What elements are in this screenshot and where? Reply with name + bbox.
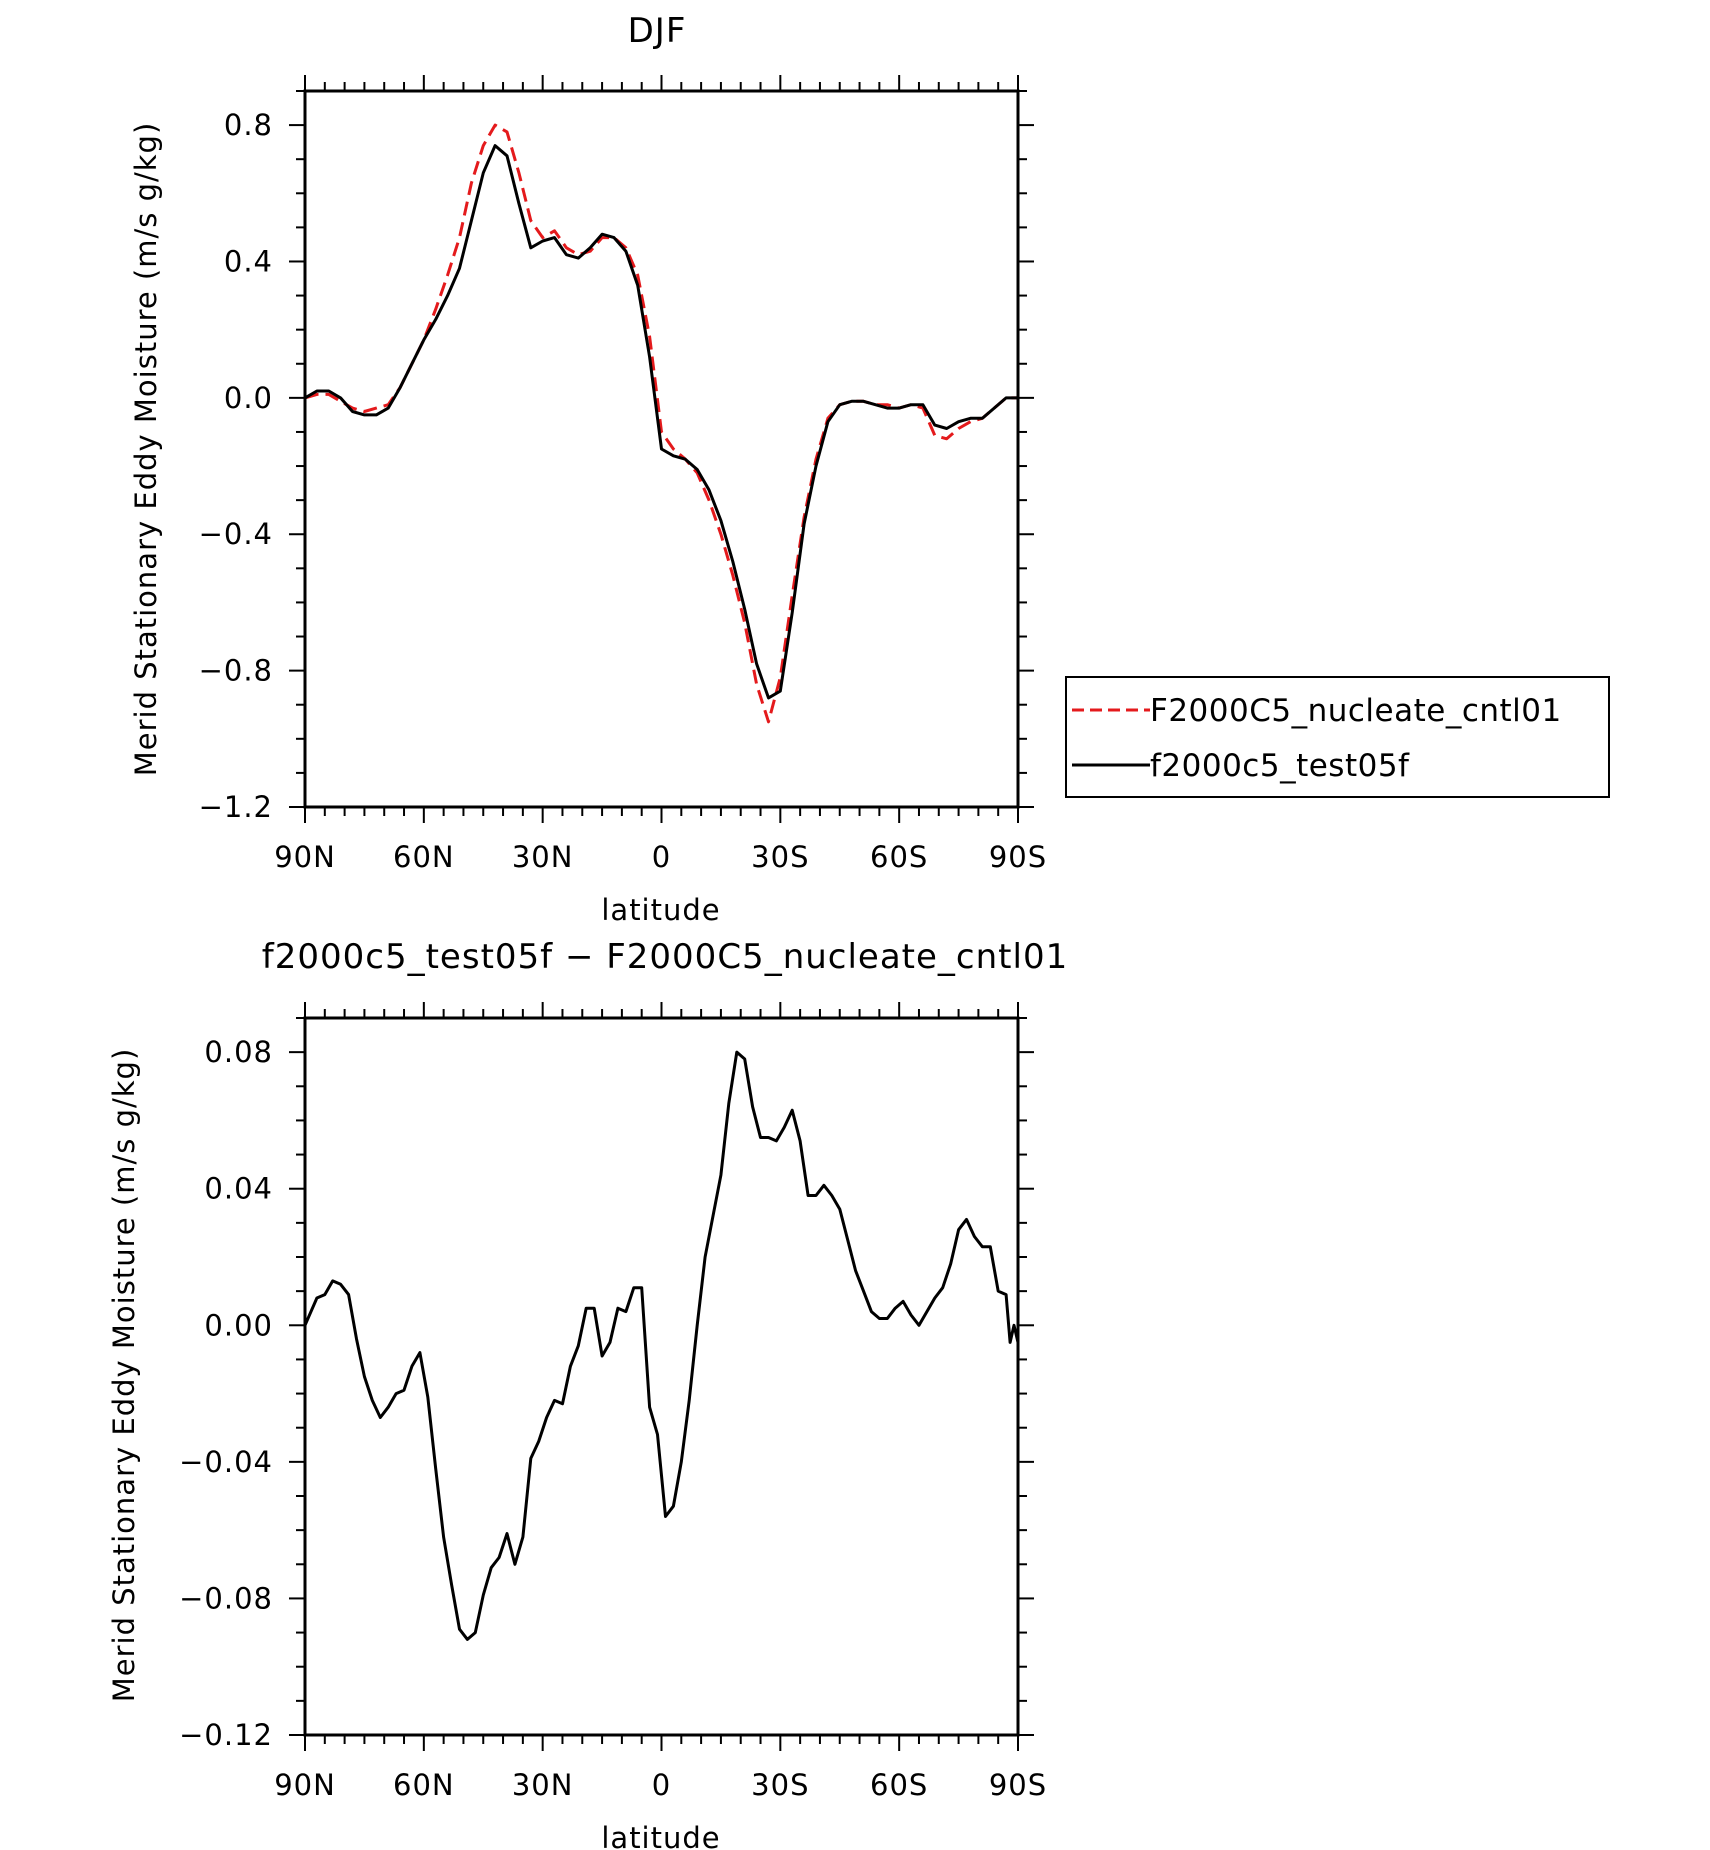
- y-tick-label: −1.2: [199, 790, 273, 824]
- x-tick-label: 30S: [751, 840, 809, 874]
- y-tick-label: 0.04: [204, 1172, 273, 1206]
- y-tick-label: −0.08: [179, 1581, 273, 1615]
- x-tick-label: 30N: [512, 1768, 574, 1802]
- chart-title: DJF: [628, 11, 687, 51]
- y-tick-label: 0.00: [204, 1308, 273, 1342]
- y-tick-label: −0.8: [199, 654, 273, 688]
- x-axis-label: latitude: [601, 893, 720, 927]
- plot-frame: [303, 89, 1020, 809]
- legend-label-test05f: f2000c5_test05f: [1150, 748, 1410, 784]
- chart-difference: f2000c5_test05f − F2000C5_nucleate_cntl0…: [107, 937, 1068, 1850]
- x-axis-label: latitude: [601, 1821, 720, 1850]
- y-tick-label: 0.08: [204, 1035, 273, 1069]
- x-tick-label: 90S: [989, 840, 1047, 874]
- x-tick-label: 90N: [274, 1768, 336, 1802]
- series-line-f2000c5_test05f: [304, 144, 1018, 700]
- series-line-f2000c5_nucleate_cntl01: [304, 123, 1018, 724]
- y-axis-label: Merid Stationary Eddy Moisture (m/s g/kg…: [129, 122, 163, 777]
- y-tick-label: −0.04: [179, 1445, 273, 1479]
- x-tick-label: 90S: [989, 1768, 1047, 1802]
- legend-label-cntl01: F2000C5_nucleate_cntl01: [1150, 693, 1562, 729]
- y-axis-label: Merid Stationary Eddy Moisture (m/s g/kg…: [107, 1048, 141, 1703]
- x-tick-label: 60N: [393, 1768, 455, 1802]
- x-tick-label: 60S: [870, 1768, 928, 1802]
- chart-djf: DJF 90N 60N 30N 0 30S 60S 90S 0.8 0.4 0.0 −0.4 −0.8…: [129, 11, 1610, 927]
- x-tick-label: 60N: [393, 840, 455, 874]
- x-tick-label: 30S: [751, 1768, 809, 1802]
- x-tick-label: 30N: [512, 840, 574, 874]
- y-tick-label: 0.4: [224, 244, 273, 278]
- chart-title: f2000c5_test05f − F2000C5_nucleate_cntl0…: [262, 937, 1068, 977]
- y-tick-label: 0.8: [224, 108, 273, 142]
- x-tick-label: 0: [652, 1768, 671, 1802]
- x-tick-label: 90N: [274, 840, 336, 874]
- x-tick-label: 60S: [870, 840, 928, 874]
- y-tick-label: −0.12: [179, 1718, 273, 1752]
- y-tick-label: −0.4: [199, 517, 273, 551]
- legend-box: [1065, 676, 1610, 798]
- legend: F2000C5_nucleate_cntl01 f2000c5_test05f: [1065, 676, 1610, 798]
- series-line-difference: [303, 1050, 1020, 1641]
- plot-frame: [303, 1016, 1020, 1737]
- x-tick-label: 0: [652, 840, 671, 874]
- y-tick-label: 0.0: [224, 381, 273, 415]
